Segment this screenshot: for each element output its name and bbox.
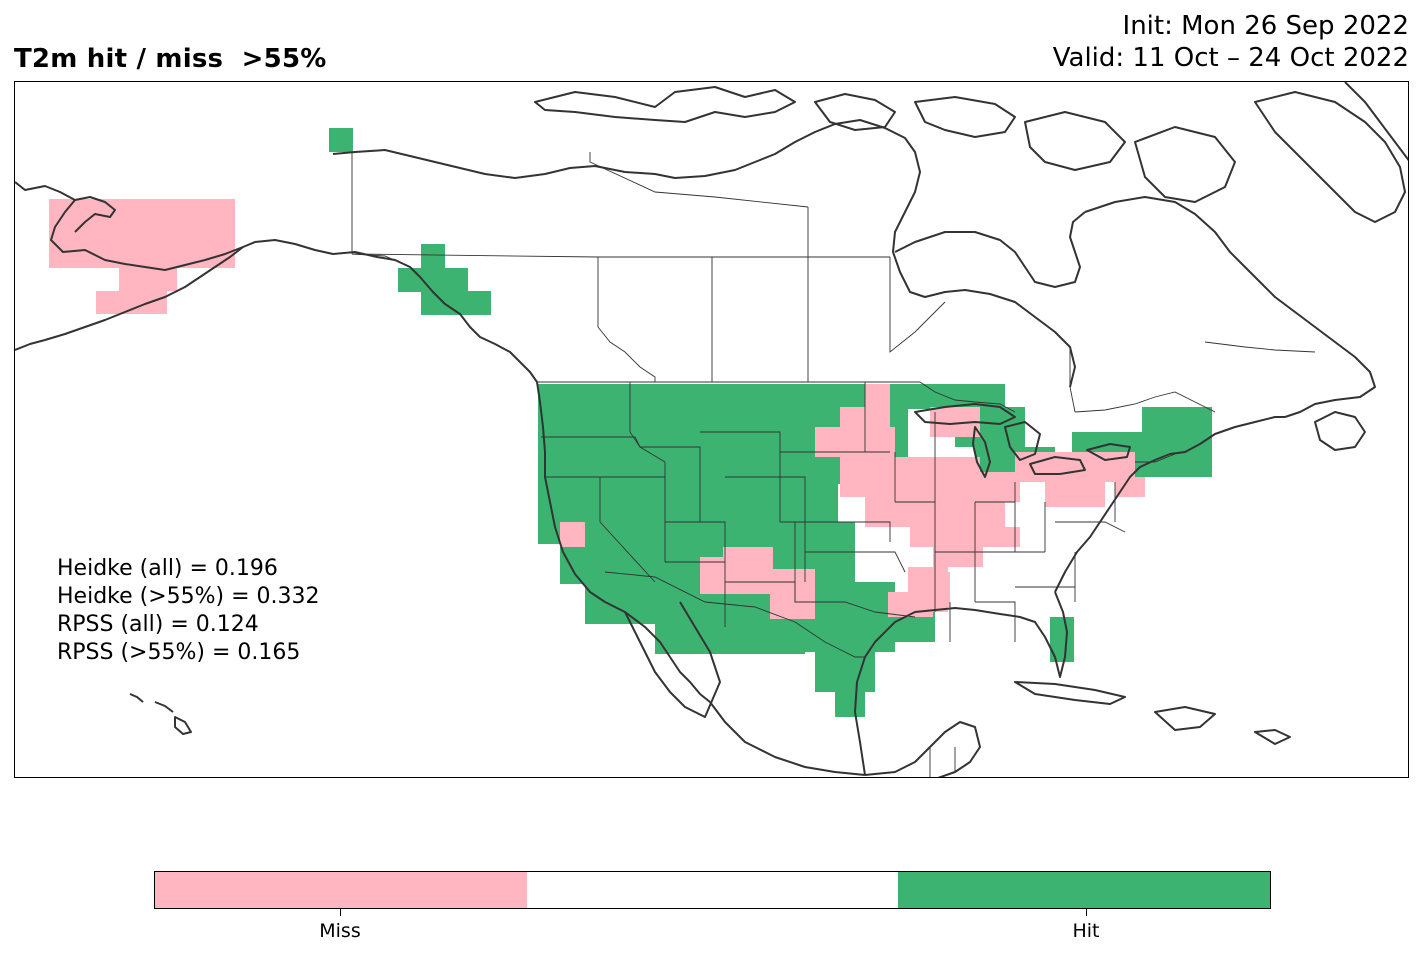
- alaska-coast: [15, 181, 538, 383]
- miss-cell: [933, 547, 983, 567]
- colorbar: [154, 871, 1271, 909]
- miss-cell: [770, 569, 815, 619]
- colorbar-tick-miss: [340, 909, 341, 916]
- colorbar-label-hit: Hit: [1072, 920, 1100, 942]
- colorbar-tick-hit: [1086, 909, 1087, 916]
- hit-cell: [835, 692, 865, 717]
- political-borders: [351, 152, 1316, 777]
- score-block: Heidke (all) = 0.196 Heidke (>55%) = 0.3…: [57, 555, 320, 667]
- baja: [624, 601, 721, 718]
- hit-cell: [421, 244, 445, 268]
- labrador-coast: [1084, 196, 1376, 418]
- miss-cell: [1115, 477, 1145, 497]
- colorbar-miss-segment: [155, 872, 527, 908]
- hit-miss-cells: [49, 128, 1212, 717]
- pacific-coast: [536, 381, 711, 703]
- colorbar-label-miss: Miss: [319, 920, 361, 942]
- great-lakes: [914, 403, 1016, 425]
- heidke-all: Heidke (all) = 0.196: [57, 556, 278, 581]
- rpss-all: RPSS (all) = 0.124: [57, 612, 259, 637]
- arctic-coast: [332, 119, 1076, 388]
- colorbar-neutral-segment: [526, 872, 899, 908]
- heidke-55: Heidke (>55%) = 0.332: [57, 584, 320, 609]
- miss-cell: [980, 472, 1020, 502]
- init-date: Init: Mon 26 Sep 2022: [1122, 11, 1409, 41]
- alaska-peninsula: [15, 246, 244, 351]
- map-canvas: [15, 82, 1408, 777]
- valid-date: Valid: 11 Oct – 24 Oct 2022: [1052, 43, 1409, 73]
- miss-cell: [1045, 477, 1105, 507]
- miss-cell: [96, 291, 167, 314]
- colorbar-hit-segment: [898, 872, 1271, 908]
- miss-cell: [865, 384, 890, 409]
- chart-title: T2m hit / miss >55%: [14, 44, 327, 74]
- gulf-coast: [854, 591, 1068, 776]
- hit-cell: [1165, 452, 1190, 477]
- miss-cell: [840, 457, 980, 497]
- hit-cell: [398, 268, 468, 292]
- coastlines: [15, 82, 1408, 777]
- hit-cell: [815, 652, 875, 692]
- hit-cell: [329, 128, 353, 152]
- rpss-55: RPSS (>55%) = 0.165: [57, 640, 301, 665]
- map-panel: [14, 81, 1409, 778]
- hudson-bay: [894, 211, 1086, 288]
- miss-cell: [119, 268, 177, 291]
- miss-cell: [95, 199, 142, 222]
- miss-cell: [560, 522, 580, 547]
- miss-cell: [49, 222, 235, 245]
- atlantic-coast: [1054, 416, 1285, 593]
- miss-cell: [925, 572, 950, 607]
- date-info: Init: Mon 26 Sep 2022 Valid: 11 Oct – 24…: [1053, 10, 1409, 74]
- miss-cell: [910, 527, 1020, 547]
